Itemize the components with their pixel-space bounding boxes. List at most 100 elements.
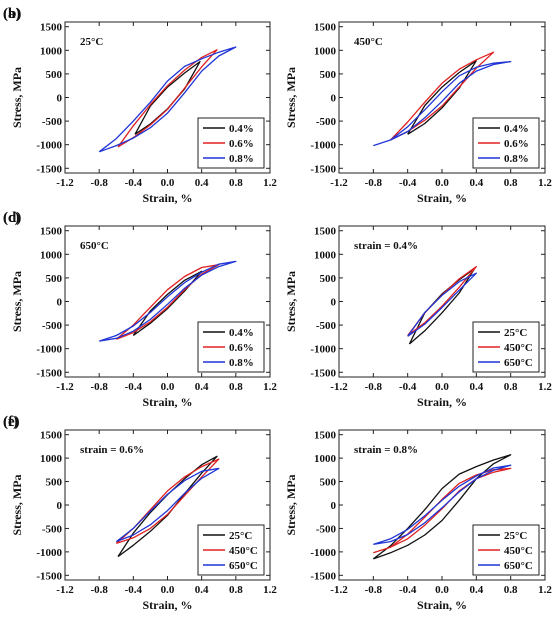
y-tick-label: 500 — [46, 273, 63, 285]
series-line-black — [117, 455, 218, 558]
y-axis-label: Stress, MPa — [284, 271, 298, 332]
chart-panel-a: (a) -1.2 -0.8 -0.4 0.0 0.4 0.8 1.2 -1500 -1000 -50… — [3, 6, 277, 205]
y-tick-label: -1000 — [36, 547, 62, 559]
condition-annotation: 25°C — [80, 36, 103, 48]
legend-box — [472, 117, 540, 169]
x-tick-label: 1.2 — [263, 584, 277, 596]
y-tick-label: 0 — [331, 297, 337, 309]
y-tick-label: -1500 — [310, 367, 336, 379]
y-tick-label: -1500 — [36, 367, 62, 379]
series-line-blue — [373, 464, 512, 546]
y-tick-label: 0 — [331, 93, 337, 105]
x-tick-label: -1.2 — [56, 381, 74, 393]
x-tick-label: 0.8 — [504, 177, 518, 189]
x-tick-label: -0.8 — [90, 381, 108, 393]
condition-annotation: strain = 0.6% — [80, 444, 144, 456]
y-tick-label: 1000 — [314, 45, 337, 57]
x-tick-label: 0.0 — [435, 584, 449, 596]
series-line-red — [390, 51, 495, 141]
x-tick-label: 0.8 — [229, 177, 243, 189]
chart-panel-d: (d) -1.2 -0.8 -0.4 0.0 0.4 0.8 1.2 -1500 -1000 -50… — [3, 210, 552, 409]
y-tick-label: 1500 — [314, 430, 337, 442]
chart-panel-b: (b) -1.2 -0.8 -0.4 0.0 0.4 0.8 1.2 -1500 -1000 -50… — [3, 6, 552, 205]
legend-label: 25°C — [504, 530, 527, 542]
y-tick-label: 1000 — [40, 249, 63, 261]
panel-label: (d) — [3, 210, 21, 226]
chart-panel-e: (e) -1.2 -0.8 -0.4 0.0 0.4 0.8 1.2 -1500 -1000 -50… — [3, 414, 277, 612]
y-axis-label: Stress, MPa — [284, 474, 298, 535]
x-tick-label: 0.8 — [504, 381, 518, 393]
y-tick-label: -1500 — [36, 163, 62, 175]
y-tick-label: -1000 — [310, 547, 336, 559]
y-tick-label: 500 — [46, 477, 63, 489]
y-axis-label: Stress, MPa — [10, 271, 24, 332]
x-tick-label: 0.8 — [229, 584, 243, 596]
legend-label: 0.4% — [504, 123, 529, 135]
y-tick-label: -500 — [42, 523, 63, 535]
y-tick-label: 1000 — [40, 453, 63, 465]
x-tick-label: -0.4 — [399, 177, 417, 189]
y-tick-label: -1000 — [310, 140, 336, 152]
x-tick-label: 0.4 — [469, 381, 483, 393]
y-tick-label: 0 — [57, 500, 63, 512]
y-tick-label: 0 — [57, 297, 63, 309]
x-axis-label: Strain, % — [417, 191, 467, 205]
panel-label: (e) — [3, 414, 20, 430]
x-tick-label: 0.0 — [161, 177, 175, 189]
x-tick-label: -0.4 — [125, 381, 143, 393]
y-tick-label: 1500 — [40, 226, 63, 238]
x-tick-label: -1.2 — [330, 381, 348, 393]
legend-label: 0.8% — [229, 357, 254, 369]
x-tick-label: 0.4 — [469, 584, 483, 596]
x-tick-label: 1.2 — [263, 381, 277, 393]
y-axis-label: Stress, MPa — [284, 67, 298, 128]
panel-label: (c) — [3, 210, 20, 226]
x-tick-label: -0.8 — [90, 177, 108, 189]
y-tick-label: 1000 — [40, 45, 63, 57]
series-line-black — [134, 60, 201, 135]
x-tick-label: -0.4 — [125, 177, 143, 189]
x-tick-label: 0.4 — [195, 584, 209, 596]
x-tick-label: 0.0 — [435, 177, 449, 189]
x-tick-label: -1.2 — [56, 177, 74, 189]
x-tick-label: 0.0 — [435, 381, 449, 393]
y-tick-label: -1500 — [310, 163, 336, 175]
series-line-black — [132, 270, 203, 337]
y-tick-label: -500 — [42, 320, 63, 332]
panel-label: (f) — [3, 414, 18, 430]
y-tick-label: 1500 — [314, 22, 337, 34]
x-tick-label: -0.8 — [90, 584, 108, 596]
y-tick-label: 1500 — [40, 22, 63, 34]
condition-annotation: strain = 0.8% — [354, 444, 418, 456]
y-tick-label: 500 — [320, 477, 337, 489]
series-line-blue — [98, 46, 237, 153]
legend-label: 0.4% — [229, 123, 254, 135]
panel-label: (a) — [3, 6, 21, 22]
x-tick-label: -0.8 — [365, 381, 383, 393]
x-axis-label: Strain, % — [142, 191, 192, 205]
x-tick-label: -0.4 — [399, 584, 417, 596]
condition-annotation: strain = 0.4% — [354, 240, 418, 252]
legend-label: 450°C — [504, 342, 533, 354]
x-tick-label: 1.2 — [538, 381, 552, 393]
x-axis-label: Strain, % — [142, 395, 192, 409]
x-tick-label: -1.2 — [330, 584, 348, 596]
x-tick-label: 0.8 — [229, 381, 243, 393]
y-axis-label: Stress, MPa — [10, 67, 24, 128]
y-tick-label: -1500 — [36, 570, 62, 582]
y-tick-label: -500 — [316, 523, 337, 535]
x-tick-label: -0.8 — [365, 584, 383, 596]
x-tick-label: -0.4 — [125, 584, 143, 596]
y-axis-label: Stress, MPa — [10, 474, 24, 535]
x-axis-label: Strain, % — [142, 598, 192, 612]
series-line-black — [407, 60, 477, 135]
series-line-red — [373, 467, 512, 554]
series-line-blue — [373, 60, 512, 147]
x-tick-label: 0.4 — [195, 381, 209, 393]
x-tick-label: 1.2 — [538, 177, 552, 189]
y-tick-label: -1500 — [310, 570, 336, 582]
panel-label: (b) — [3, 6, 21, 22]
legend-label: 0.6% — [229, 342, 254, 354]
x-tick-label: 0.8 — [504, 584, 518, 596]
y-tick-label: 1500 — [40, 430, 63, 442]
